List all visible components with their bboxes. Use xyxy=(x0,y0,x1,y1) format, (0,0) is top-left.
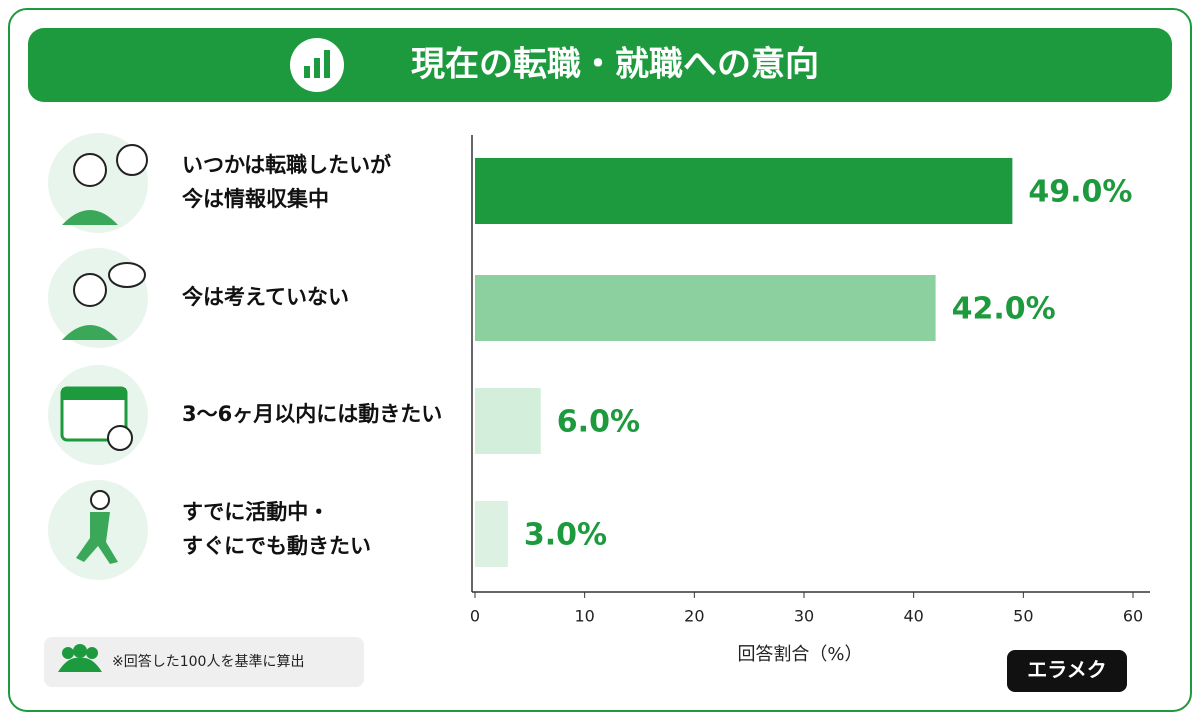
value-label: 6.0% xyxy=(557,405,640,440)
bar xyxy=(475,501,508,567)
x-tick-label: 50 xyxy=(1013,607,1033,626)
x-tick-label: 20 xyxy=(684,607,704,626)
x-axis-title: 回答割合（%） xyxy=(737,644,862,665)
category-label: 今は考えていない xyxy=(182,285,349,309)
value-label: 3.0% xyxy=(524,518,607,553)
x-tick-label: 10 xyxy=(574,607,594,626)
bar xyxy=(475,158,1013,224)
category-label: 3〜6ヶ月以内には動きたい xyxy=(182,402,442,426)
footnote: ※回答した100人を基準に算出 xyxy=(112,653,304,670)
bar xyxy=(475,388,541,454)
x-tick-label: 0 xyxy=(470,607,480,626)
category-label: すでに活動中・すぐにでも動きたい xyxy=(182,500,371,558)
brand-box xyxy=(1007,650,1127,692)
illustrations xyxy=(48,133,148,580)
x-tick-label: 60 xyxy=(1123,607,1143,626)
category-label: いつかは転職したいが今は情報収集中 xyxy=(182,153,391,211)
title-icon-bars xyxy=(304,50,330,78)
value-label: 49.0% xyxy=(1028,175,1132,210)
footnote-box xyxy=(44,637,364,687)
people-icon xyxy=(58,644,102,672)
value-label: 42.0% xyxy=(952,292,1056,327)
x-tick-label: 30 xyxy=(794,607,814,626)
chart-title: 現在の転職・就職への意向 xyxy=(411,45,819,85)
bar xyxy=(475,275,936,341)
brand: エラメク xyxy=(1027,658,1106,682)
x-tick-label: 40 xyxy=(903,607,923,626)
